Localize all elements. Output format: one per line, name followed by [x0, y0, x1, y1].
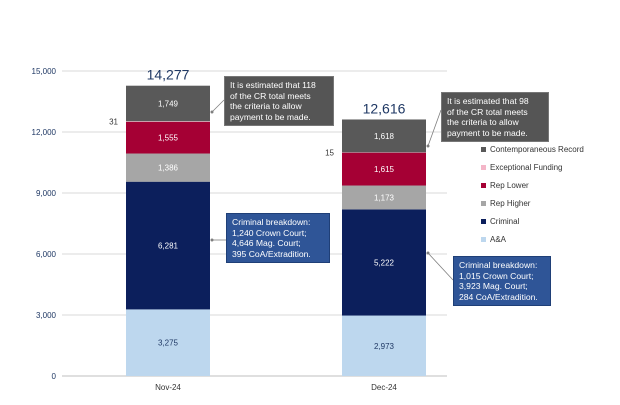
annotation-connector [427, 252, 454, 281]
legend-swatch [481, 183, 486, 188]
total-labels: 14,277 12,616 [147, 67, 406, 117]
segment-label: 2,973 [374, 342, 395, 351]
bar-segment [126, 153, 210, 182]
annotation-connectors [210, 99, 454, 281]
x-category-label: Nov-24 [155, 383, 181, 392]
bar-segment [342, 152, 426, 186]
bars: 3,275 6,281 1,386 1,555 31 1,749 2,973 5,222 1,1… [109, 85, 426, 376]
legend-swatch [481, 201, 486, 206]
total-label: 14,277 [147, 67, 190, 83]
bar-segment [126, 85, 210, 122]
bar-segment [342, 315, 426, 376]
segment-label: 1,555 [158, 134, 179, 143]
legend-swatch [481, 237, 486, 242]
annotation-cr-dec: It is estimated that 98 of the CR total … [441, 92, 549, 142]
segment-label: 1,386 [158, 164, 179, 173]
connector-dot [426, 251, 430, 255]
total-label: 12,616 [363, 100, 406, 116]
bar-segment [342, 119, 426, 153]
annotation-criminal-nov: Criminal breakdown: 1,240 Crown Court; 4… [226, 213, 330, 263]
segment-label: 6,281 [158, 242, 179, 251]
segment-label: 15 [325, 149, 334, 158]
bar-segment [342, 185, 426, 210]
bar-segment [126, 181, 210, 310]
legend-label: Rep Higher [490, 199, 531, 208]
y-tick-label: 6,000 [36, 250, 57, 259]
y-tick-label: 15,000 [32, 67, 57, 76]
bar-segment [126, 120, 210, 122]
segment-label: 1,749 [158, 99, 179, 108]
bar-segment [126, 121, 210, 154]
x-category-label: Dec-24 [371, 383, 397, 392]
segment-label: 1,615 [374, 165, 395, 174]
segment-label: 1,173 [374, 193, 395, 202]
x-axis-categories: Nov-24 Dec-24 [155, 383, 397, 392]
legend-label: Criminal [490, 217, 520, 226]
connector-dot [210, 238, 214, 242]
connector-dot [426, 144, 430, 148]
bar-segment [126, 309, 210, 376]
y-tick-label: 9,000 [36, 189, 57, 198]
legend-label: Exceptional Funding [490, 163, 563, 172]
legend-swatch [481, 219, 486, 224]
legend-label: A&A [490, 235, 507, 244]
legend-label: Contemporaneous Record [490, 145, 584, 154]
annotation-cr-nov: It is estimated that 118 of the CR total… [224, 76, 334, 126]
segment-label: 1,618 [374, 132, 395, 141]
annotation-connector [211, 99, 225, 113]
y-axis-ticks: 0 3,000 6,000 9,000 12,000 15,000 [32, 67, 57, 381]
annotation-criminal-dec: Criminal breakdown: 1,015 Crown Court; 3… [453, 256, 551, 306]
legend: Contemporaneous Record Exceptional Fundin… [481, 145, 584, 244]
bar-segment [342, 209, 426, 316]
y-tick-label: 0 [52, 372, 57, 381]
segment-label: 3,275 [158, 339, 179, 348]
y-tick-label: 3,000 [36, 311, 57, 320]
legend-swatch [481, 165, 486, 170]
connector-dot [210, 110, 214, 114]
segment-label: 31 [109, 118, 118, 127]
segment-label: 5,222 [374, 258, 395, 267]
y-tick-label: 12,000 [32, 128, 57, 137]
annotation-connector [427, 109, 442, 147]
legend-swatch [481, 147, 486, 152]
legend-label: Rep Lower [490, 181, 529, 190]
